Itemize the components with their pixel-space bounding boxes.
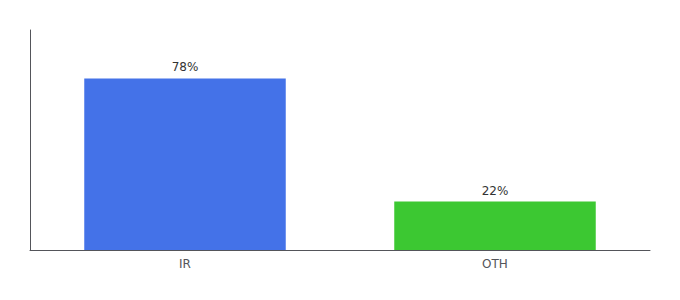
svg-text:22%: 22% <box>482 184 509 198</box>
svg-text:IR: IR <box>179 257 191 271</box>
svg-text:OTH: OTH <box>482 257 508 271</box>
svg-text:78%: 78% <box>172 60 199 74</box>
